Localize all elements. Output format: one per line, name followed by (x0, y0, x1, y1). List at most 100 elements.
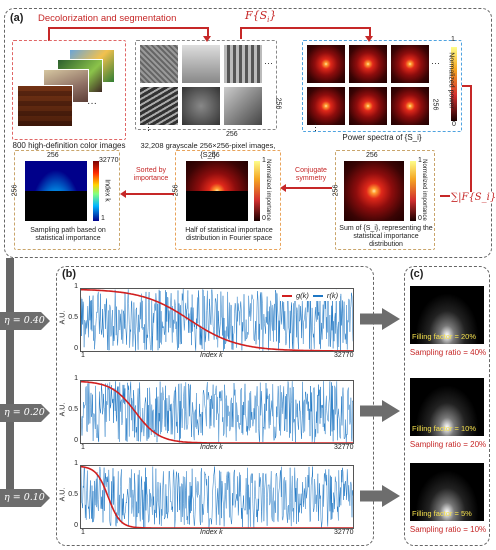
row-arrow-3 (360, 485, 400, 507)
ytick-ytick_mid-2: 0.5 (68, 406, 78, 413)
gray-vdots: ⋮ (144, 122, 153, 132)
xmin-3: 1 (81, 529, 85, 536)
series-g-2 (81, 381, 353, 443)
sum-dim-y: 256 (332, 184, 340, 197)
power-spectrum-3 (391, 45, 429, 83)
sampling-ratio-1: Sampling ratio = 40% (409, 348, 487, 357)
series-g-1 (81, 289, 353, 351)
path-colorbar (93, 161, 99, 221)
ylabel-3: A.U. (59, 487, 67, 502)
ytick-ytick_bot-1: 0 (74, 345, 78, 352)
sum-line-v (470, 85, 472, 195)
filling-factor-2: Filling factor = 10% (412, 424, 476, 433)
ylabel-2: A.U. (59, 402, 67, 417)
ytick-ytick_top-1: 1 (74, 283, 78, 290)
half-cb-max: 1 (262, 157, 266, 164)
sum-colorbar (410, 161, 416, 221)
grayscale-images-box: ··· ⋮ (135, 40, 277, 132)
ytick-ytick_mid-1: 0.5 (68, 314, 78, 321)
filling-factor-3: Filling factor = 5% (412, 509, 472, 518)
half-dim-y: 256 (172, 184, 180, 197)
eta-label-1: η = 0.40 (4, 315, 45, 326)
path-cb-label: Index k (103, 179, 111, 202)
sorted-arrow-head (120, 190, 126, 198)
xlabel-3: Index k (200, 529, 223, 536)
decolor-line-v1 (48, 27, 50, 41)
color-images-caption: 800 high-definition color images (12, 141, 126, 150)
power-cb-max: 1 (451, 36, 455, 43)
xmax-1: 32770 (334, 352, 354, 359)
eta-badge-1 (0, 312, 50, 330)
xmax-2: 32770 (334, 444, 354, 451)
series-r-3 (81, 466, 353, 528)
ytick-ytick_top-3: 1 (74, 460, 78, 467)
decolor-line-v2 (207, 27, 209, 39)
sampling-mask-2 (410, 378, 484, 436)
power-spectrum-6 (391, 87, 429, 125)
sum-symbol-text: ∑|F{S_i}| (451, 192, 496, 203)
sampling-ratio-2: Sampling ratio = 20% (409, 440, 487, 449)
half-box: 1 0 Normalized importance 256 256 Half o… (172, 150, 281, 250)
path-caption: Sampling path based on statistical impor… (30, 227, 106, 242)
path-cb-max: 32770 (99, 157, 119, 164)
eta-connector-bar (6, 258, 14, 498)
sampling-mask-1 (410, 286, 484, 344)
xmin-2: 1 (81, 444, 85, 451)
conjugate-arrow-head (280, 184, 286, 192)
sampling-mask-3 (410, 463, 484, 521)
power-caption: Power spectra of {S_i} (342, 133, 422, 142)
decolor-arrow-head (203, 36, 211, 42)
power-spectrum-1 (307, 45, 345, 83)
legend-g: g(k) (296, 291, 309, 300)
path-cb-min: 1 (101, 215, 105, 222)
sum-cb-min: 0 (418, 215, 422, 222)
half-cb-min: 0 (262, 215, 266, 222)
xmin-1: 1 (81, 352, 85, 359)
half-spectrum (186, 161, 248, 221)
fourier-line-v1 (240, 27, 242, 39)
decolor-line-h (48, 27, 208, 29)
sum-line-h1 (462, 85, 471, 87)
power-cb-min: 0 (452, 121, 456, 128)
eta-label-3: η = 0.10 (4, 492, 45, 503)
legend-r-swatch (312, 294, 323, 297)
half-cb-label: Normalized importance (265, 159, 271, 221)
gray-thumb-3 (224, 45, 262, 83)
panel-b-letter: (b) (62, 268, 77, 280)
conjugate-label: Conjugate symmetry (295, 167, 327, 182)
conjugate-line (284, 187, 332, 189)
grayscale-caption-text: 32,208 grayscale 256×256-pixel images, {… (140, 141, 276, 159)
half-colorbar (254, 161, 260, 221)
sum-spectrum (344, 161, 404, 221)
sum-symbol: ∑|F{S_i}| (450, 192, 496, 203)
gray-dim-y: 256 (274, 97, 282, 110)
grayscale-caption: 32,208 grayscale 256×256-pixel images, {… (138, 141, 278, 159)
path-dim-y: 256 (11, 184, 19, 197)
eta-badge-3 (0, 489, 50, 507)
legend-g-swatch (282, 294, 292, 297)
power-spectrum-2 (349, 45, 387, 83)
sum-cb-max: 1 (418, 157, 422, 164)
color-image-stack-1 (17, 85, 73, 127)
half-caption: Half of statistical importance distribut… (185, 227, 273, 242)
fourier-line-v2 (369, 27, 371, 39)
power-dim-y: 256 (431, 98, 439, 111)
row-arrow-1 (360, 308, 400, 330)
power-colorbar (451, 47, 457, 121)
panel-a-letter: (a) (10, 12, 24, 24)
gray-ellipsis: ··· (264, 58, 273, 68)
line-plot-3 (80, 465, 354, 529)
xlabel-1: Index k (200, 352, 223, 359)
ytick-ytick_bot-2: 0 (74, 437, 78, 444)
power-spectra-box: 1 0 Normalized power 256 ⋮ ··· (302, 36, 462, 132)
path-map (25, 161, 87, 221)
power-spectrum-4 (307, 87, 345, 125)
gray-thumb-6 (224, 87, 262, 125)
power-cb-label: Normalized power (447, 52, 455, 109)
eta-badge-2 (0, 404, 50, 422)
gray-dim-x: 256 (226, 131, 238, 138)
sorted-label: Sorted by importance (133, 167, 169, 182)
xmax-3: 32770 (334, 529, 354, 536)
power-spectrum-5 (349, 87, 387, 125)
decolorization-label: Decolorization and segmentation (38, 13, 177, 24)
